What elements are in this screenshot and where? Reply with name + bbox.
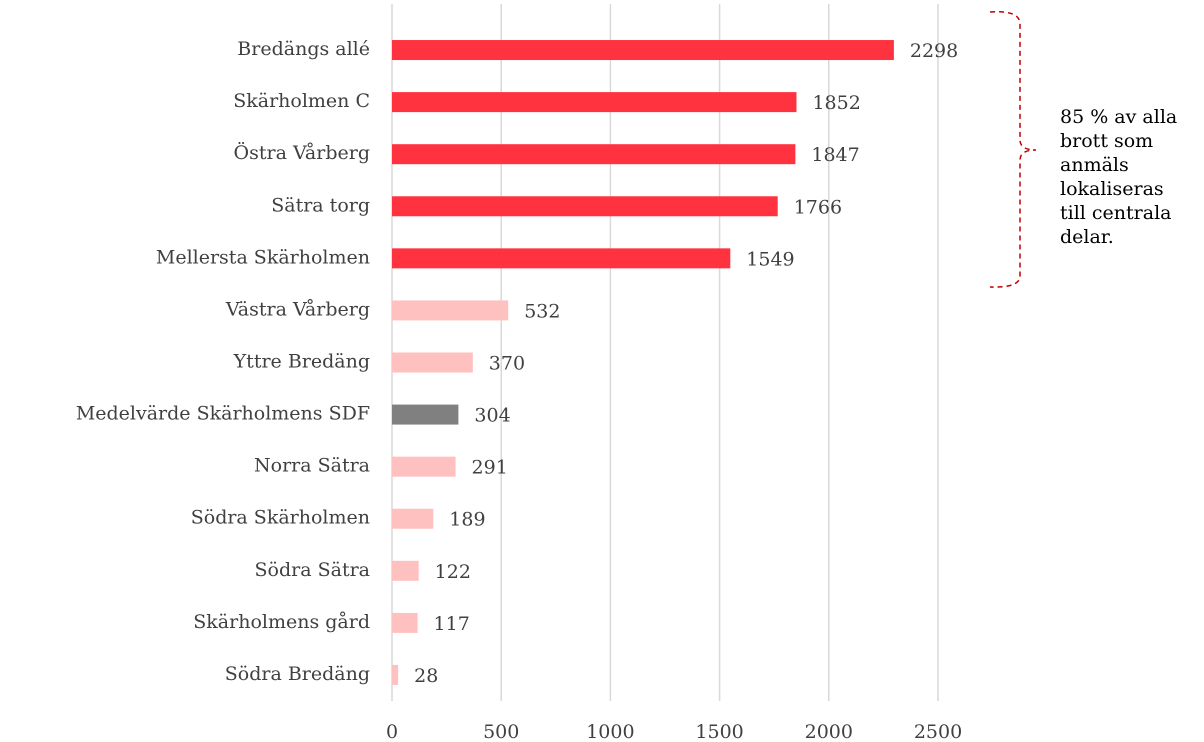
value-label: 1852 bbox=[812, 92, 860, 114]
x-tick-label: 0 bbox=[386, 721, 398, 742]
value-label: 2298 bbox=[910, 40, 958, 62]
bar bbox=[392, 352, 473, 373]
bar bbox=[392, 664, 399, 685]
bracket bbox=[989, 11, 1037, 288]
y-tick-label: Västra Vårberg bbox=[225, 298, 370, 320]
value-label: 1847 bbox=[811, 144, 859, 166]
annotation: delar. bbox=[1060, 226, 1114, 248]
annotation: anmäls bbox=[1060, 154, 1129, 176]
y-tick-label: Medelvärde Skärholmens SDF bbox=[76, 403, 370, 425]
y-tick-label: Skärholmen C bbox=[233, 90, 370, 112]
bar bbox=[392, 300, 509, 321]
x-tick-label: 2000 bbox=[805, 721, 853, 742]
bar bbox=[392, 456, 456, 477]
value-label: 304 bbox=[474, 405, 510, 427]
value-label: 28 bbox=[414, 665, 438, 687]
y-tick-label: Södra Bredäng bbox=[225, 663, 370, 685]
value-label: 291 bbox=[472, 457, 508, 479]
bar bbox=[392, 92, 797, 113]
bar bbox=[392, 404, 459, 425]
x-tick-label: 1500 bbox=[695, 721, 743, 742]
value-label: 370 bbox=[489, 353, 525, 375]
value-label: 532 bbox=[524, 300, 560, 322]
bar bbox=[392, 40, 894, 61]
y-tick-label: Östra Vårberg bbox=[234, 141, 370, 164]
y-tick-label: Sätra torg bbox=[271, 194, 370, 216]
value-label: 1549 bbox=[746, 248, 794, 270]
value-label: 1766 bbox=[794, 196, 842, 218]
bar bbox=[392, 248, 731, 269]
bar bbox=[392, 560, 419, 581]
bar bbox=[392, 144, 796, 165]
annotation: 85 % av alla bbox=[1060, 106, 1177, 128]
bar bbox=[392, 196, 778, 217]
bar bbox=[392, 508, 434, 529]
y-tick-label: Yttre Bredäng bbox=[233, 351, 370, 373]
y-tick-label: Södra Skärholmen bbox=[191, 507, 370, 529]
annotation: lokaliseras bbox=[1060, 178, 1164, 200]
x-tick-label: 2500 bbox=[914, 721, 962, 742]
y-tick-label: Skärholmens gård bbox=[193, 611, 370, 633]
y-tick-label: Mellersta Skärholmen bbox=[156, 246, 370, 268]
y-tick-label: Södra Sätra bbox=[255, 559, 370, 581]
annotation: brott som bbox=[1060, 130, 1153, 152]
y-tick-label: Bredängs allé bbox=[237, 38, 370, 60]
value-label: 117 bbox=[434, 613, 470, 635]
bar bbox=[392, 612, 418, 633]
y-tick-label: Norra Sätra bbox=[254, 455, 370, 477]
annotation: till centrala bbox=[1060, 202, 1171, 224]
value-label: 122 bbox=[435, 561, 471, 583]
value-label: 189 bbox=[449, 509, 485, 531]
x-tick-label: 1000 bbox=[586, 721, 634, 742]
x-tick-label: 500 bbox=[483, 721, 519, 742]
